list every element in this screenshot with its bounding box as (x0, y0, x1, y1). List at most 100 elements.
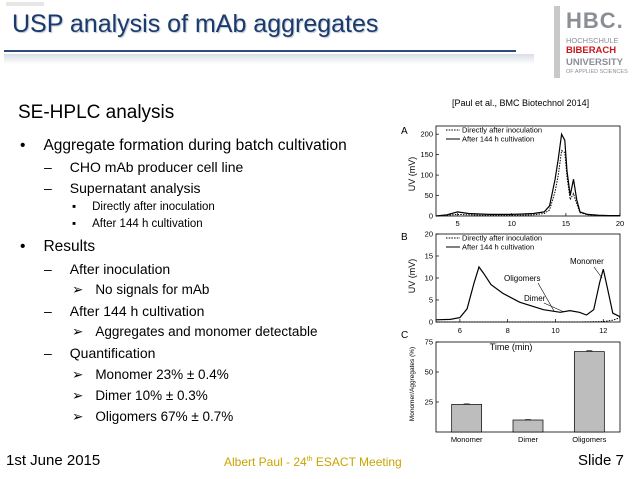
logo-line-4: OF APPLIED SCIENCES (566, 69, 628, 75)
panel-b-legend: Directly after inoculation After 144 h c… (446, 234, 542, 252)
sub-bullet-text: Supernatant analysis (69, 180, 201, 196)
panel-b-xtick-label: 10 (551, 326, 559, 335)
title-bar (0, 0, 548, 58)
sub-bullet-text: After inoculation (69, 261, 171, 277)
sub-sub-bullet-text: Oligomers 67% ± 0.7% (95, 409, 234, 424)
annotation-dimer: Dimer (524, 294, 546, 303)
panel-b-ytick-label: 15 (425, 252, 433, 261)
panel-a-xtick-label: 10 (508, 219, 516, 228)
bar-monomer (451, 404, 483, 433)
dash-icon: – (44, 159, 52, 175)
arrow-bullet-icon: ➢ (72, 367, 84, 382)
sub-bullet: – CHO mAb producer cell line (44, 159, 243, 175)
panel-a-ytick-label: 50 (425, 191, 433, 200)
bar-oligomers (573, 351, 605, 433)
sub-sub-bullet: ▪ After 144 h cultivation (72, 218, 203, 230)
bullet-2: • Results (20, 238, 95, 256)
bar-dimer (512, 419, 544, 433)
annotation-monomer: Monomer (570, 257, 604, 266)
sub-sub-bullet: ▪ Directly after inoculation (72, 201, 215, 213)
footer-presenter: Albert Paul - 24th ESACT Meeting (224, 455, 402, 469)
arrow-bullet-icon: ➢ (72, 409, 84, 424)
bar-label-monomer: Monomer (451, 435, 483, 444)
sub-sub-bullet: ➢ Dimer 10% ± 0.3% (72, 388, 208, 404)
sub-sub-bullet-text: After 144 h cultivation (92, 218, 203, 230)
bar-label-dimer: Dimer (518, 435, 539, 444)
logo-name: HBC. (566, 8, 624, 33)
legend-inoculation: Directly after inoculation (462, 234, 542, 243)
square-bullet-icon: ▪ (72, 218, 77, 230)
panel-c-ytick-label: 75 (425, 338, 433, 347)
sub-bullet-text: Quantification (69, 345, 156, 361)
sub-bullet: – After inoculation (44, 261, 170, 277)
panel-b-xlabel: Time (min) (490, 342, 533, 352)
panel-a-xtick-label: 15 (562, 219, 570, 228)
arrow-bullet-icon: ➢ (72, 282, 84, 297)
sub-sub-bullet: ➢ Aggregates and monomer detectable (72, 324, 317, 340)
bullet-1: • Aggregate formation during batch cultiv… (20, 137, 347, 155)
panel-a-ytick-label: 200 (420, 130, 433, 139)
panel-c-ylabel: Monomer/Aggregates (%) (409, 347, 416, 421)
hbc-logo: HBC. HOCHSCHULE BIBERACH UNIVERSITY OF A… (554, 0, 638, 84)
sub-sub-bullet: ➢ Monomer 23% ± 0.4% (72, 367, 229, 383)
title-accent-bar (6, 2, 44, 6)
annotation-oligomers: Oligomers (504, 274, 540, 283)
sub-bullet-text: After 144 h cultivation (69, 303, 205, 319)
panel-a-ylabel: UV (mV) (407, 157, 417, 192)
panel-a-label: A (401, 126, 408, 137)
panel-a-xtick-label: 5 (456, 219, 460, 228)
logo-line-2: BIBERACH (566, 45, 617, 56)
panel-c-bars: Monomer Dimer Oligomers (451, 350, 607, 444)
panel-c-label: C (401, 330, 408, 341)
sub-bullet: – Supernatant analysis (44, 180, 201, 196)
dash-icon: – (44, 303, 52, 319)
panel-c-ticks: 25 50 75 (425, 338, 439, 407)
logo-strip (554, 6, 560, 78)
panel-b-ytick-label: 0 (429, 318, 433, 327)
panel-b-xtick-label: 6 (458, 326, 462, 335)
section-heading: SE-HPLC analysis (18, 102, 175, 123)
sub-sub-bullet-text: Dimer 10% ± 0.3% (95, 388, 208, 403)
panel-a-ytick-label: 0 (429, 212, 433, 221)
legend-inoculation: Directly after inoculation (462, 126, 542, 135)
panel-b-ytick-label: 5 (429, 296, 433, 305)
arrow-bullet-icon: ➢ (72, 388, 84, 403)
panel-a-ytick-label: 150 (420, 150, 433, 159)
panel-c-ytick-label: 50 (425, 368, 433, 377)
panel-b-series-inoculation (436, 317, 621, 323)
annotation-dimer-pointer (543, 302, 565, 313)
bullet-1-text: Aggregate formation during batch cultiva… (43, 137, 347, 154)
footer-presenter-suffix: ESACT Meeting (312, 455, 402, 469)
square-bullet-icon: ▪ (72, 201, 77, 213)
bullet-dot-icon: • (20, 137, 26, 154)
panel-c-ytick-label: 25 (425, 398, 433, 407)
annotation-monomer-pointer (593, 266, 603, 279)
sub-bullet: – Quantification (44, 345, 155, 361)
legend-144h: After 144 h cultivation (462, 243, 534, 252)
sub-sub-bullet-text: Aggregates and monomer detectable (95, 324, 318, 339)
panel-b-ytick-label: 10 (425, 274, 433, 283)
panel-a-series-inoculation (435, 149, 620, 217)
panel-a-ytick-label: 100 (420, 171, 433, 180)
title-underline (4, 50, 516, 52)
bullet-2-text: Results (43, 238, 96, 255)
dash-icon: – (44, 345, 52, 361)
footer-slide-number: Slide 7 (578, 452, 624, 469)
panel-b-ticks: 6 8 10 12 0 5 10 15 20 (425, 230, 608, 336)
panel-b-ylabel: UV (mV) (407, 259, 417, 294)
footer-presenter-sup: th (306, 456, 313, 463)
sub-sub-bullet-text: Monomer 23% ± 0.4% (95, 367, 229, 382)
panel-b-series-144h (435, 265, 621, 321)
panel-b-lines (435, 265, 621, 323)
bar-label-oligomers: Oligomers (572, 435, 606, 444)
panel-b-ytick-label: 20 (425, 230, 433, 239)
sub-bullet-text: CHO mAb producer cell line (69, 159, 244, 175)
panel-a-series-144h (435, 132, 620, 217)
panel-a-xtick-label: 20 (616, 219, 624, 228)
panel-a-axes (435, 125, 621, 217)
dash-icon: – (44, 180, 52, 196)
panel-a-frame (435, 125, 621, 217)
footer-presenter-prefix: Albert Paul - 24 (224, 455, 307, 469)
